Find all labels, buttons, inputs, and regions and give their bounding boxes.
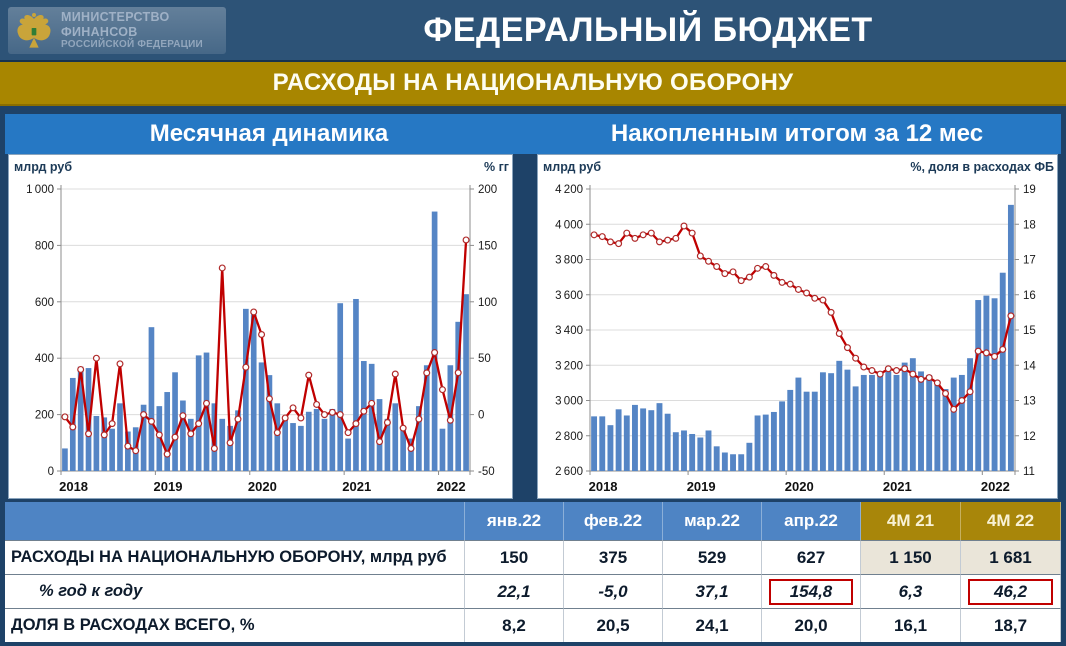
- share-apr22: 20,0: [762, 608, 861, 642]
- cumulative-12m-chart: 2 600 2 800 3 000 3 200 3 400 3 600 3 800 4 000…: [537, 154, 1058, 499]
- svg-text:200: 200: [478, 184, 497, 196]
- svg-text:13: 13: [1023, 396, 1036, 408]
- cumulative-12m-svg: 2 600 2 800 3 000 3 200 3 400 3 600 3 800 4 000…: [543, 160, 1054, 494]
- yoy-4m22-highlight-box: 46,2: [967, 578, 1054, 605]
- table-header-mar22: мар.22: [663, 502, 762, 540]
- bottom-strip: [0, 642, 1066, 646]
- minfin-logo: МИНИСТЕРСТВО ФИНАНСОВ РОССИЙСКОЙ ФЕДЕРАЦ…: [8, 7, 226, 54]
- yoy-jan22: 22,1: [465, 574, 564, 608]
- yoy-apr22-highlight-box: 154,8: [768, 578, 854, 605]
- svg-text:3 800: 3 800: [555, 255, 583, 267]
- defense-jan22: 150: [465, 540, 564, 574]
- table-header-empty: [5, 502, 465, 540]
- left-chart-title: Месячная динамика: [149, 120, 389, 147]
- svg-text:млрд руб: млрд руб: [543, 160, 601, 174]
- svg-text:2019: 2019: [687, 479, 716, 494]
- table-header-feb22: фев.22: [564, 502, 663, 540]
- yoy-mar22: 37,1: [663, 574, 762, 608]
- charts-row: 0 200 400 600 800 1 000 -50 0 50 100 150 200 2018 201…: [0, 154, 1066, 499]
- defense-4m22: 1 681: [961, 540, 1061, 574]
- table-header-jan22: янв.22: [465, 502, 564, 540]
- svg-text:% гг: % гг: [484, 160, 509, 174]
- svg-text:2018: 2018: [589, 479, 618, 494]
- svg-text:1 000: 1 000: [26, 184, 54, 196]
- svg-text:2021: 2021: [342, 479, 371, 494]
- minfin-eagle-icon: [17, 12, 51, 48]
- yoy-apr22: 154,8: [762, 574, 861, 608]
- svg-text:150: 150: [478, 240, 497, 252]
- yoy-feb22: -5,0: [564, 574, 663, 608]
- svg-text:0: 0: [478, 410, 484, 422]
- subtitle-band: РАСХОДЫ НА НАЦИОНАЛЬНУЮ ОБОРОНУ: [0, 62, 1066, 106]
- logo-line-2: РОССИЙСКОЙ ФЕДЕРАЦИИ: [61, 39, 203, 51]
- svg-text:2022: 2022: [437, 479, 466, 494]
- row-yoy-label: % год к году: [5, 574, 465, 608]
- svg-text:-50: -50: [478, 466, 495, 478]
- svg-text:16: 16: [1023, 290, 1036, 302]
- svg-text:11: 11: [1023, 466, 1035, 478]
- share-feb22: 20,5: [564, 608, 663, 642]
- svg-text:100: 100: [478, 297, 497, 309]
- svg-text:12: 12: [1023, 431, 1036, 443]
- svg-text:19: 19: [1023, 184, 1036, 196]
- svg-text:2020: 2020: [785, 479, 814, 494]
- svg-text:14: 14: [1023, 360, 1036, 372]
- svg-text:800: 800: [35, 240, 54, 252]
- svg-text:18: 18: [1023, 219, 1036, 231]
- logo-line-1: МИНИСТЕРСТВО ФИНАНСОВ: [61, 10, 170, 39]
- svg-text:3 400: 3 400: [555, 325, 583, 337]
- svg-text:15: 15: [1023, 325, 1036, 337]
- svg-text:2 800: 2 800: [555, 431, 583, 443]
- svg-text:%, доля в расходах ФБ: %, доля в расходах ФБ: [910, 160, 1054, 174]
- svg-text:4 200: 4 200: [555, 184, 583, 196]
- svg-text:3 600: 3 600: [555, 290, 583, 302]
- defense-mar22: 529: [663, 540, 762, 574]
- defense-apr22: 627: [762, 540, 861, 574]
- svg-text:3 200: 3 200: [555, 360, 583, 372]
- logo-text: МИНИСТЕРСТВО ФИНАНСОВ РОССИЙСКОЙ ФЕДЕРАЦ…: [61, 10, 220, 50]
- table-header-apr22: апр.22: [762, 502, 861, 540]
- share-jan22: 8,2: [465, 608, 564, 642]
- svg-text:млрд руб: млрд руб: [14, 160, 72, 174]
- svg-text:50: 50: [478, 353, 491, 365]
- svg-text:2021: 2021: [883, 479, 912, 494]
- svg-text:17: 17: [1023, 255, 1036, 267]
- svg-text:3 000: 3 000: [555, 396, 583, 408]
- svg-text:2019: 2019: [154, 479, 183, 494]
- svg-text:400: 400: [35, 353, 54, 365]
- right-chart-title: Накопленным итогом за 12 мес: [610, 120, 984, 147]
- yoy-4m22: 46,2: [961, 574, 1061, 608]
- chart-titles-band: Месячная динамика Накопленным итогом за …: [5, 114, 1061, 154]
- svg-text:2020: 2020: [248, 479, 277, 494]
- yoy-4m21: 6,3: [861, 574, 961, 608]
- table-header-4m21: 4М 21: [861, 502, 961, 540]
- defense-4m21: 1 150: [861, 540, 961, 574]
- monthly-dynamics-chart: 0 200 400 600 800 1 000 -50 0 50 100 150 200 2018 201…: [8, 154, 513, 499]
- defense-feb22: 375: [564, 540, 663, 574]
- share-mar22: 24,1: [663, 608, 762, 642]
- monthly-dynamics-svg: 0 200 400 600 800 1 000 -50 0 50 100 150 200 2018 201…: [14, 160, 509, 494]
- svg-text:600: 600: [35, 297, 54, 309]
- header: МИНИСТЕРСТВО ФИНАНСОВ РОССИЙСКОЙ ФЕДЕРАЦ…: [0, 0, 1066, 62]
- share-4m21: 16,1: [861, 608, 961, 642]
- page-title: ФЕДЕРАЛЬНЫЙ БЮДЖЕТ: [423, 10, 873, 49]
- table-header-4m22: 4М 22: [961, 502, 1061, 540]
- svg-text:2 600: 2 600: [555, 466, 583, 478]
- row-defense-label: РАСХОДЫ НА НАЦИОНАЛЬНУЮ ОБОРОНУ, млрд ру…: [5, 540, 465, 574]
- svg-text:0: 0: [48, 466, 54, 478]
- svg-text:2022: 2022: [981, 479, 1010, 494]
- svg-text:4 000: 4 000: [555, 219, 583, 231]
- summary-table: янв.22 фев.22 мар.22 апр.22 4М 21 4М 22 …: [5, 502, 1061, 642]
- svg-text:2018: 2018: [59, 479, 88, 494]
- svg-text:200: 200: [35, 410, 54, 422]
- row-share-label: ДОЛЯ В РАСХОДАХ ВСЕГО, %: [5, 608, 465, 642]
- share-4m22: 18,7: [961, 608, 1061, 642]
